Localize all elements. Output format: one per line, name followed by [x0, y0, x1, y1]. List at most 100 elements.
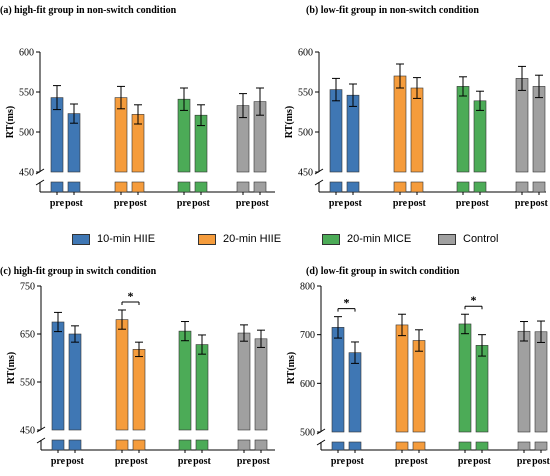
- y-tick-label: 550: [298, 88, 313, 99]
- legend-swatch: [438, 233, 456, 245]
- bar: [532, 86, 546, 173]
- bar: [51, 321, 65, 431]
- bar-lower: [473, 181, 487, 193]
- bar: [178, 330, 192, 431]
- bar: [412, 340, 426, 433]
- bar: [534, 331, 548, 433]
- legend-label: 20-min MICE: [347, 233, 412, 245]
- bar: [410, 87, 424, 173]
- x-tick-label: pre: [51, 456, 66, 467]
- panel-title: (d) low-fit group in switch condition: [306, 266, 460, 277]
- bar: [393, 75, 407, 173]
- bar-lower: [194, 181, 208, 193]
- bar: [515, 78, 529, 173]
- bar-lower: [517, 441, 531, 451]
- x-tick-label: post: [530, 198, 548, 209]
- x-tick-label: pre: [517, 456, 532, 467]
- x-tick-label: post: [532, 456, 550, 467]
- axis-break-mark: [36, 437, 46, 444]
- y-tick-label: 450: [19, 168, 34, 179]
- bar-lower: [67, 181, 81, 193]
- x-tick-label: pre: [458, 456, 473, 467]
- legend-item: 20-min HIIE: [198, 230, 281, 248]
- bar-lower: [68, 439, 82, 451]
- x-tick-label: pre: [331, 456, 346, 467]
- bar-lower: [236, 181, 250, 193]
- bar: [331, 327, 345, 433]
- significance-star: *: [344, 296, 350, 310]
- bar-lower: [195, 439, 209, 451]
- bar-lower: [177, 181, 191, 193]
- y-tick-label: 550: [20, 378, 35, 389]
- x-tick-label: pre: [177, 198, 192, 209]
- legend-item: Control: [438, 230, 498, 248]
- x-tick-label: post: [410, 456, 428, 467]
- x-tick-label: pre: [515, 198, 530, 209]
- bar-lower: [515, 181, 529, 193]
- x-tick-label: post: [408, 198, 426, 209]
- bar-lower: [178, 439, 192, 451]
- bar-lower: [393, 181, 407, 193]
- chart-panel: (c) high-fit group in switch condition 45…: [0, 266, 275, 467]
- bar: [237, 332, 251, 431]
- bar: [456, 86, 470, 173]
- bar: [195, 344, 209, 431]
- bar: [329, 89, 343, 173]
- panel-title: (c) high-fit group in switch condition: [0, 266, 157, 277]
- bar: [68, 333, 82, 431]
- bar-lower: [348, 441, 362, 451]
- bar-lower: [254, 439, 268, 451]
- legend: 10-min HIIE 20-min HIIE 20-min MICE Cont…: [60, 230, 520, 248]
- x-tick-label: pre: [50, 198, 65, 209]
- y-tick-label: 600: [300, 379, 315, 390]
- panel-title: (a) high-fit group in non-switch conditi…: [0, 5, 177, 16]
- y-tick-label: 750: [20, 282, 35, 293]
- x-tick-label: pre: [236, 198, 251, 209]
- y-tick-label: 500: [298, 128, 313, 139]
- chart-panel: (a) high-fit group in non-switch conditi…: [0, 5, 275, 209]
- bar-lower: [237, 439, 251, 451]
- bar: [395, 324, 409, 433]
- x-tick-label: pre: [237, 456, 252, 467]
- bar: [348, 352, 362, 433]
- legend-label: Control: [463, 233, 499, 245]
- bar-lower: [475, 441, 489, 451]
- y-tick-label: 800: [300, 282, 315, 293]
- legend-swatch: [198, 233, 216, 245]
- legend-item: 10-min HIIE: [72, 230, 155, 248]
- y-tick-label: 450: [20, 426, 35, 437]
- x-tick-label: post: [130, 456, 148, 467]
- bar-lower: [329, 181, 343, 193]
- x-tick-label: post: [252, 456, 270, 467]
- y-tick-label: 450: [298, 168, 313, 179]
- x-tick-label: post: [471, 198, 489, 209]
- bar-lower: [346, 181, 360, 193]
- y-axis-label: RT(ms): [5, 106, 16, 138]
- x-tick-label: post: [346, 456, 364, 467]
- x-tick-label: pre: [114, 198, 129, 209]
- y-axis-label: RT(ms): [286, 352, 297, 384]
- y-tick-label: 550: [19, 88, 34, 99]
- bar: [473, 100, 487, 173]
- bar: [517, 330, 531, 433]
- x-tick-label: post: [251, 198, 269, 209]
- y-tick-label: 650: [20, 330, 35, 341]
- x-tick-label: post: [344, 198, 362, 209]
- bar: [115, 319, 129, 431]
- y-tick-label: 500: [19, 128, 34, 139]
- bar-lower: [395, 441, 409, 451]
- y-axis-label: RT(ms): [6, 352, 17, 384]
- y-tick-label: 600: [19, 48, 34, 59]
- axis-break-mark: [35, 179, 45, 186]
- x-tick-label: post: [193, 456, 211, 467]
- legend-swatch: [72, 233, 90, 245]
- legend-item: 20-min MICE: [322, 230, 411, 248]
- legend-swatch: [322, 233, 340, 245]
- bar: [475, 345, 489, 433]
- x-tick-label: pre: [395, 456, 410, 467]
- legend-label: 20-min HIIE: [223, 233, 282, 245]
- significance-star: *: [471, 293, 477, 307]
- bar-lower: [532, 181, 546, 193]
- significance-star: *: [128, 289, 134, 303]
